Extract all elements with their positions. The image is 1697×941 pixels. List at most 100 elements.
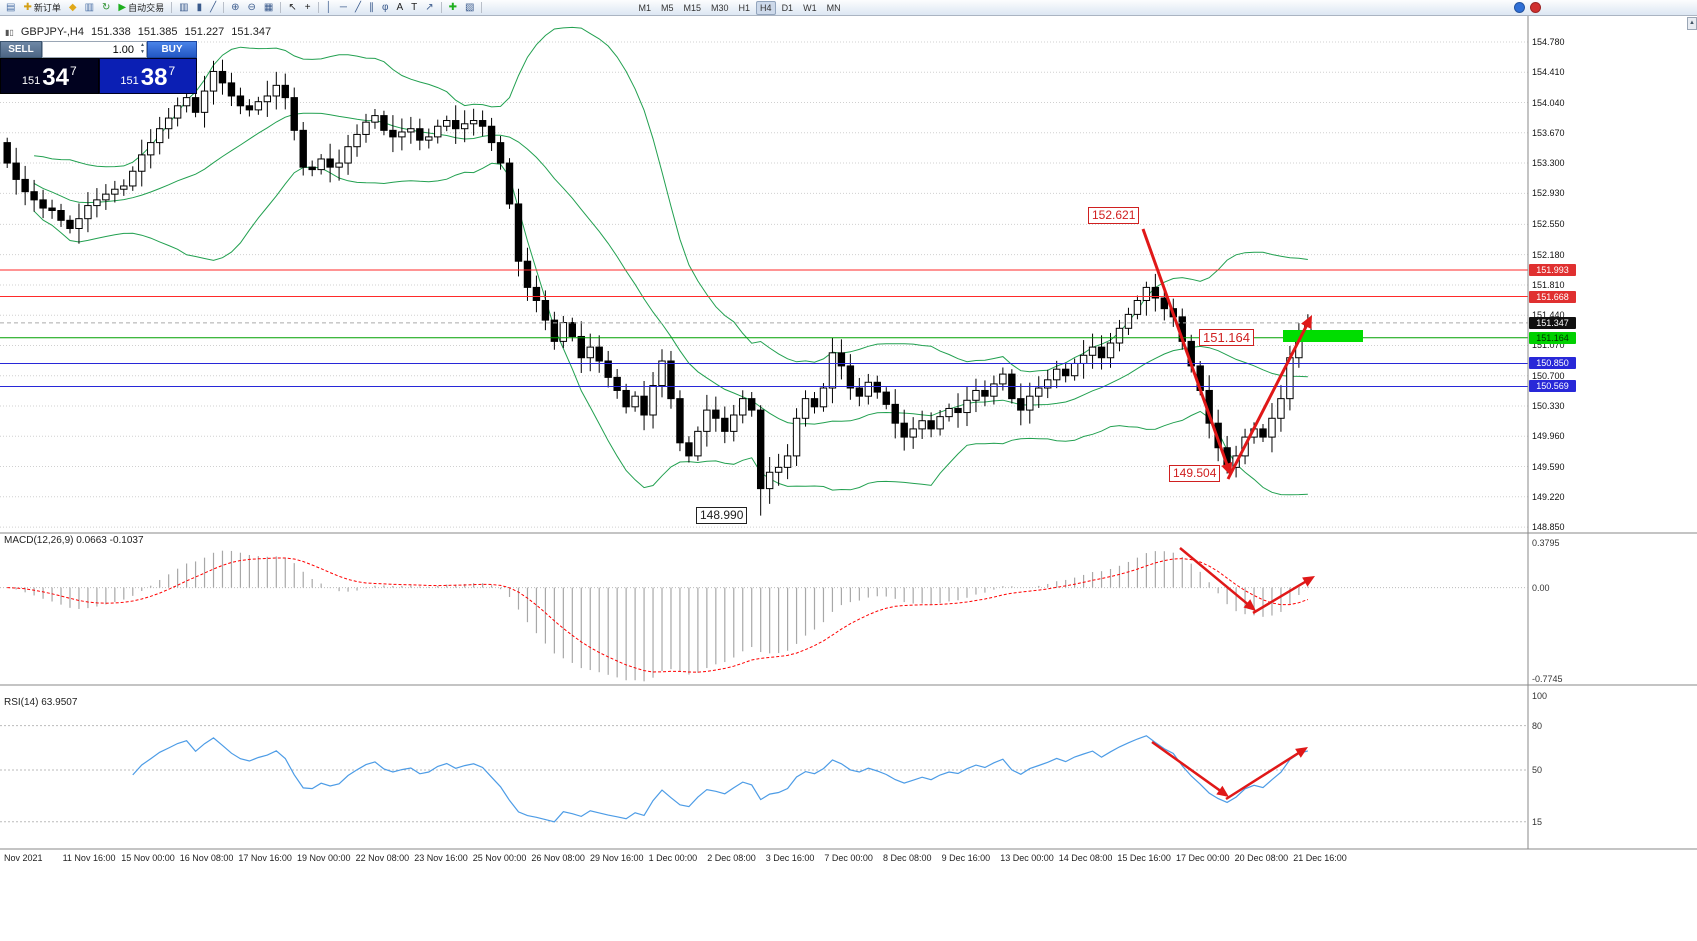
template-icon[interactable]: ▧ — [462, 1, 477, 14]
toolbar-separator — [481, 2, 483, 13]
info-icon[interactable] — [1514, 2, 1525, 13]
terminal-icon-glyph: ▤ — [6, 1, 16, 13]
new-order-button-label: 新订单 — [33, 3, 61, 13]
volume-field[interactable]: 1.00 ▲ ▼ — [42, 41, 147, 58]
line-chart-icon-glyph: ╱ — [210, 1, 217, 13]
trendline-icon[interactable]: ╱ — [352, 1, 364, 14]
candle-icon: ▮▯ — [5, 27, 14, 37]
vertical-line-icon[interactable]: │ — [323, 1, 335, 14]
template-icon-glyph: ▧ — [465, 1, 475, 13]
scroll-up-button[interactable]: ▲ — [1687, 17, 1697, 30]
sell-price-prefix: 151 — [21, 75, 41, 87]
ohlc-open: 151.338 — [91, 26, 131, 38]
channel-icon-glyph: ∥ — [368, 1, 374, 13]
buy-price[interactable]: 151 38 7 — [98, 58, 197, 94]
price-annotation-label[interactable]: 148.990 — [696, 507, 748, 524]
toolbar-separator — [317, 2, 319, 13]
zoom-out-icon-glyph: ⊖ — [247, 1, 256, 13]
timeframe-m15[interactable]: M15 — [683, 2, 702, 13]
cursor-icon[interactable]: ↖ — [285, 1, 299, 14]
horizontal-line-icon[interactable]: ─ — [337, 1, 350, 14]
crosshair-icon[interactable]: + — [302, 1, 314, 14]
price-annotation-label[interactable]: 151.164 — [1199, 329, 1254, 346]
cursor-icon-glyph: ↖ — [288, 1, 297, 13]
bars-chart-icon[interactable]: ▥ — [176, 1, 191, 14]
price-annotation-label[interactable]: 152.621 — [1088, 207, 1140, 224]
symbol-header: ▮▯ GBPJPY-,H4 151.338 151.385 151.227 15… — [5, 26, 271, 38]
crosshair-icon-glyph: + — [304, 1, 311, 13]
toolbar-separator — [171, 2, 173, 13]
auto-trading-glyph: ▶ — [118, 1, 127, 13]
support-zone-rect[interactable] — [1283, 330, 1363, 342]
text-icon[interactable]: A — [393, 1, 406, 14]
zoom-in-icon[interactable]: ⊕ — [228, 1, 242, 14]
new-order-glyph: ✚ — [23, 1, 32, 13]
up-arrow-icon: ▲ — [1689, 20, 1695, 26]
timeframe-w1[interactable]: W1 — [803, 2, 817, 13]
auto-trading-button-label: 自动交易 — [128, 3, 165, 13]
bollinger-bands — [33, 26, 1308, 496]
arrow-tool-icon-glyph: ↗ — [425, 1, 434, 13]
ohlc-high: 151.385 — [137, 26, 178, 38]
sell-button[interactable]: SELL — [0, 41, 42, 58]
channel-icon[interactable]: ∥ — [366, 1, 377, 14]
timeframe-h4[interactable]: H4 — [756, 0, 776, 15]
buy-price-big: 38 — [140, 64, 168, 91]
data-window-icon-glyph: ▥ — [84, 1, 95, 13]
fibonacci-icon-glyph: φ — [381, 1, 389, 13]
fibonacci-icon[interactable]: φ — [379, 1, 391, 14]
price-annotation-label[interactable]: 149.504 — [1169, 465, 1221, 482]
text-label-icon-glyph: T — [411, 1, 418, 13]
sell-price[interactable]: 151 34 7 — [0, 58, 99, 94]
market-watch-icon-glyph: ◆ — [68, 1, 77, 13]
tile-windows-icon[interactable]: ▦ — [261, 1, 276, 14]
ohlc-low: 151.227 — [184, 26, 225, 38]
terminal-icon[interactable]: ▤ — [3, 1, 18, 14]
macd-histogram — [15, 550, 1309, 682]
text-icon-glyph: A — [396, 1, 404, 13]
rsi-line — [132, 735, 1309, 823]
zoom-in-icon-glyph: ⊕ — [231, 1, 240, 13]
timeframe-mn[interactable]: MN — [826, 2, 841, 13]
trendline-icon-glyph: ╱ — [354, 1, 361, 13]
toolbar-separator — [223, 2, 225, 13]
timeframe-m5[interactable]: M5 — [660, 2, 674, 13]
indicators-icon-glyph: ✚ — [448, 1, 458, 13]
volume-stepper[interactable]: ▲ ▼ — [140, 42, 145, 55]
level-lines[interactable] — [0, 269, 1528, 387]
indicators-icon[interactable]: ✚ — [446, 1, 460, 14]
zoom-out-icon[interactable]: ⊖ — [245, 1, 259, 14]
buy-price-prefix: 151 — [120, 75, 139, 87]
toolbar: ▤ ✚ 新订单 ◆ ▥ ↻ ▶ 自动交易 ▥ ▮ ╱ ⊕ ⊖ ▦ ↖ + │ ─ ╱ ∥ φ A T ↗ ✚ ▧ M1 M5 M15 M3… — [0, 0, 1697, 16]
toolbar-right-icons — [1514, 2, 1541, 13]
tile-windows-icon-glyph: ▦ — [263, 1, 274, 13]
trend-arrows[interactable] — [1141, 228, 1315, 801]
arrow-tool-icon[interactable]: ↗ — [422, 1, 436, 14]
market-watch-icon[interactable]: ◆ — [66, 1, 80, 14]
auto-trading-button[interactable]: ▶ 自动交易 — [115, 1, 167, 14]
timeframe-m30[interactable]: M30 — [711, 2, 729, 13]
new-order-button[interactable]: ✚ 新订单 — [20, 1, 63, 14]
alert-icon[interactable] — [1530, 2, 1541, 13]
one-click-trading-panel: SELL 1.00 ▲ ▼ BUY 151 34 7 151 38 7 — [0, 41, 197, 94]
data-window-icon[interactable]: ▥ — [82, 1, 97, 14]
vertical-line-icon-glyph: │ — [325, 1, 332, 13]
timeframe-d1[interactable]: D1 — [781, 2, 794, 13]
bars-chart-icon-glyph: ▥ — [179, 1, 189, 13]
toolbar-separator — [280, 2, 282, 13]
timeframe-h1[interactable]: H1 — [738, 2, 751, 13]
ohlc-close: 151.347 — [231, 26, 272, 38]
text-label-icon[interactable]: T — [408, 1, 420, 14]
symbol-label: GBPJPY-,H4 — [20, 26, 84, 38]
candles-chart-icon[interactable]: ▮ — [194, 1, 206, 14]
candles-chart-icon-glyph: ▮ — [196, 1, 203, 13]
sell-price-sup: 7 — [69, 64, 77, 78]
volume-value: 1.00 — [112, 43, 134, 56]
line-chart-icon[interactable]: ╱ — [207, 1, 219, 14]
navigator-icon[interactable]: ↻ — [99, 1, 113, 14]
timeframe-m1[interactable]: M1 — [638, 2, 651, 13]
horizontal-line-icon-glyph: ─ — [339, 1, 347, 13]
buy-button[interactable]: BUY — [147, 41, 197, 58]
